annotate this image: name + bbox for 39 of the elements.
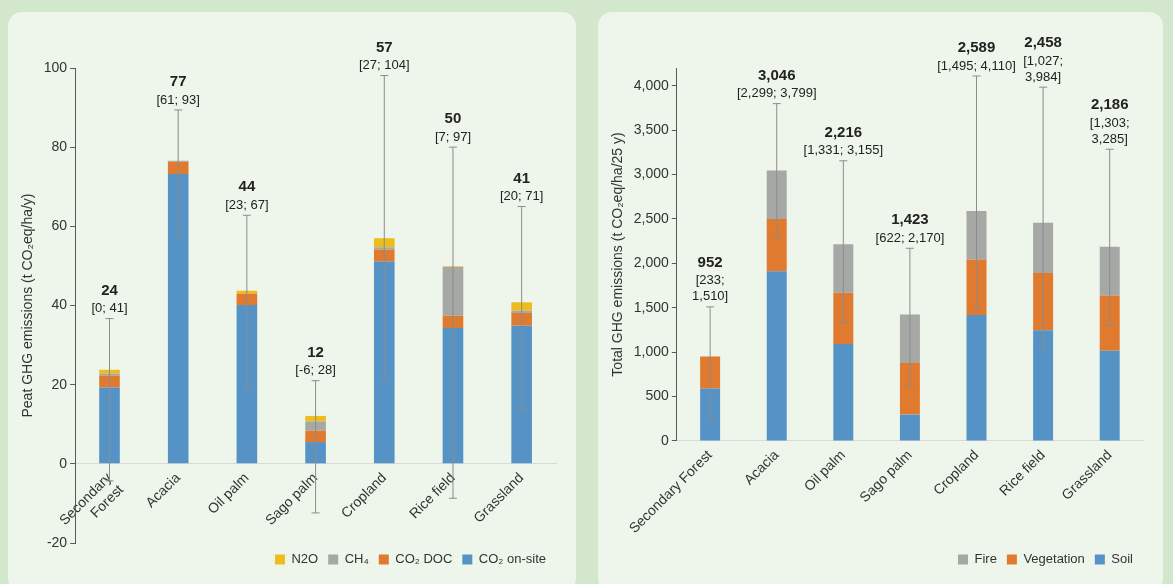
annotation: 57 [27; 104]	[358, 37, 410, 73]
y-tick-label: -20	[46, 533, 68, 550]
annotation: 12 [-6; 28]	[295, 342, 336, 378]
annotation: 41 [20; 71]	[499, 168, 544, 204]
annotation: 2,458 [1,027; 3,984]	[1023, 33, 1063, 84]
y-tick-label: 100	[43, 58, 68, 75]
legend-label: Vegetation	[1023, 551, 1085, 567]
y-tick-label: 40	[51, 296, 68, 313]
y-tick-label: 60	[51, 217, 68, 234]
annotation: 77 [61; 93]	[156, 72, 200, 107]
y-tick-label: 3,000	[633, 165, 670, 182]
legend-label: N2O	[291, 551, 319, 567]
legend-label: CO₂ DOC	[395, 551, 453, 567]
annotation: 44 [23; 67]	[225, 177, 269, 212]
annotation: 50 [7; 97]	[434, 109, 472, 144]
y-axis-title: Total GHG emissions (t CO₂eq/ha/25 y)	[609, 132, 626, 377]
annotation: 3,046 [2,299; 3,799]	[736, 65, 817, 101]
y-tick-label: 1,000	[633, 343, 670, 360]
legend-label: Soil	[1111, 551, 1134, 567]
y-tick-label: 500	[645, 387, 670, 404]
annotation: 952 [233; 1,510]	[692, 253, 729, 304]
y-tick-label: 0	[661, 431, 670, 448]
y-tick-label: 1,500	[633, 298, 670, 315]
legend-label: CO₂ on-site	[478, 551, 547, 567]
y-tick-label: 2,000	[633, 254, 670, 271]
y-tick-label: 20	[51, 375, 68, 392]
y-tick-label: 0	[59, 454, 68, 471]
y-tick-label: 80	[51, 138, 68, 155]
annotation: 2,216 [1,331; 3,155]	[803, 122, 884, 158]
y-tick-label: 2,500	[633, 209, 670, 226]
y-tick-label: 4,000	[633, 76, 670, 93]
legend-label: Fire	[974, 551, 997, 567]
y-tick-label: 3,500	[633, 121, 670, 138]
y-axis-title: Peat GHG emissions (t CO₂eq/ha/y)	[19, 193, 36, 418]
annotation: 2,589 [1,495; 4,110]	[937, 38, 1016, 73]
annotation: 2,186 [1,303; 3,285]	[1089, 95, 1130, 146]
annotation: 24 [0; 41]	[91, 280, 128, 316]
annotation: 1,423 [622; 2,170]	[875, 210, 945, 245]
legend-label: CH₄	[344, 551, 369, 567]
